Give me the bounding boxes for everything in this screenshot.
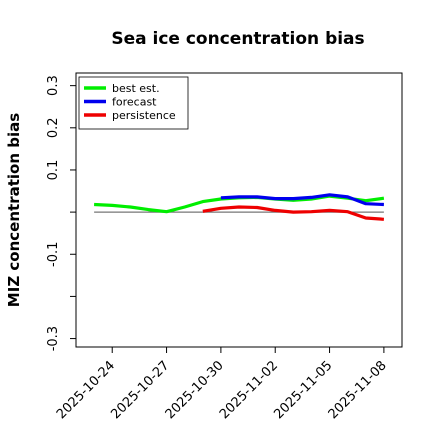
legend-item: forecast	[84, 96, 157, 109]
y-tick-label: -0.3	[46, 326, 61, 351]
x-tick-label: 2025-11-08	[326, 358, 390, 422]
y-axis-label: MIZ concentration bias	[5, 113, 23, 307]
plot-area: -0.3-0.10.10.20.32025-10-242025-10-27202…	[46, 72, 403, 422]
y-tick-label: 0.2	[46, 117, 61, 138]
plot-frame	[75, 72, 403, 348]
chart-title: Sea ice concentration bias	[111, 29, 364, 49]
legend-label: persistence	[112, 109, 176, 122]
series-line-forecast	[220, 193, 384, 207]
legend-label: forecast	[112, 96, 157, 109]
legend-item: persistence	[84, 109, 176, 122]
legend-item: best est.	[84, 82, 160, 95]
y-tick-label: -0.1	[46, 242, 61, 267]
y-tick-label: 0.1	[46, 160, 61, 181]
legend-label: best est.	[112, 82, 160, 95]
y-tick-label: 0.3	[46, 75, 61, 96]
series-line-persistence	[202, 205, 385, 221]
